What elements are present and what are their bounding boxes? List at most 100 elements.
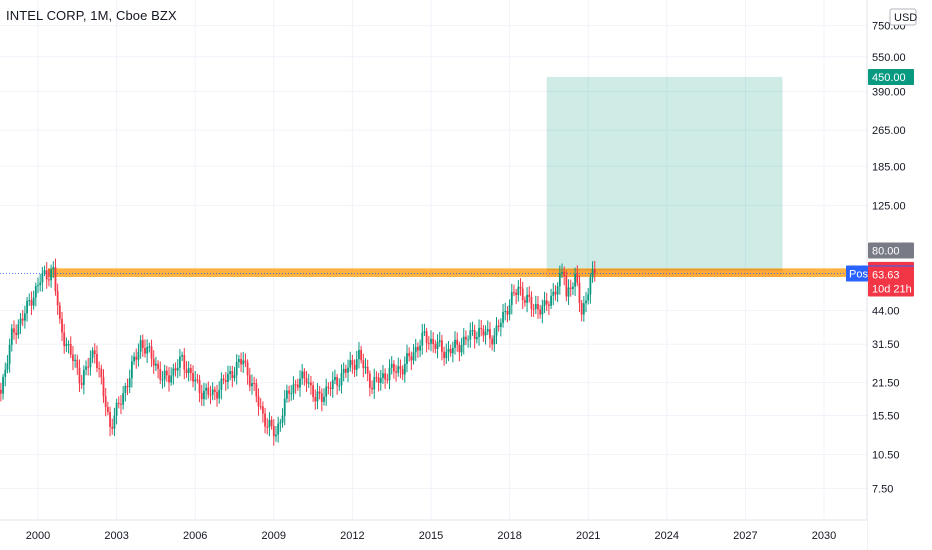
candle xyxy=(37,277,39,294)
candle xyxy=(543,291,546,313)
candle-body xyxy=(237,359,240,362)
candle-body xyxy=(417,347,419,351)
candle xyxy=(242,351,245,373)
candle-body xyxy=(469,330,472,340)
candle xyxy=(120,395,122,415)
candle-body xyxy=(539,309,542,315)
candle-body xyxy=(347,367,349,373)
candle xyxy=(135,348,138,369)
candle-body xyxy=(480,327,483,330)
candle-body xyxy=(366,366,369,374)
candle xyxy=(574,267,576,296)
candle-body xyxy=(576,273,579,283)
candle-body xyxy=(139,340,142,352)
candle-body xyxy=(578,282,581,304)
candle-body xyxy=(593,269,596,274)
candle xyxy=(115,398,118,425)
candle xyxy=(320,388,323,412)
candle xyxy=(589,273,592,304)
candle xyxy=(209,385,212,405)
price-label: 450.00 xyxy=(868,68,914,85)
candle-body xyxy=(13,328,15,333)
candle-body xyxy=(331,380,334,389)
candle-body xyxy=(48,279,50,281)
candle-body xyxy=(251,383,253,387)
candle-body xyxy=(537,304,539,310)
candle xyxy=(130,355,133,388)
candle xyxy=(292,376,295,400)
candle xyxy=(342,362,345,382)
candle-body xyxy=(458,344,461,353)
time-tick-label: 2015 xyxy=(419,530,443,542)
candle-body xyxy=(532,308,535,310)
candle-body xyxy=(113,415,116,429)
candle-body xyxy=(320,393,323,402)
candle xyxy=(561,263,563,278)
candle-body xyxy=(15,332,18,335)
candle-body xyxy=(519,286,522,289)
candle-body xyxy=(355,359,358,370)
candle xyxy=(541,299,544,324)
candle xyxy=(179,349,181,377)
price-label-value: 450.00 xyxy=(872,72,906,84)
candle xyxy=(244,353,247,368)
candle xyxy=(24,305,26,329)
candle xyxy=(325,378,328,406)
candle xyxy=(200,384,203,406)
candle xyxy=(499,318,502,337)
candle xyxy=(109,406,111,437)
candle-body xyxy=(454,339,456,348)
candle-body xyxy=(45,270,48,280)
candle xyxy=(41,266,44,292)
candle xyxy=(0,382,2,402)
candle-body xyxy=(371,387,373,390)
candle xyxy=(72,346,74,371)
candle-body xyxy=(26,300,28,314)
candle xyxy=(532,303,535,318)
candle xyxy=(181,351,183,362)
candle-body xyxy=(340,373,343,386)
candle xyxy=(412,344,415,365)
candle xyxy=(358,342,360,369)
candle-body xyxy=(198,379,201,394)
candle-body xyxy=(530,297,533,309)
candle xyxy=(471,321,474,336)
candle-body xyxy=(259,406,262,408)
candle xyxy=(360,345,363,364)
time-tick-label: 2012 xyxy=(340,530,364,542)
price-label-box xyxy=(868,68,914,85)
candle xyxy=(443,346,445,366)
candle-body xyxy=(502,311,504,323)
candle-body xyxy=(209,394,212,396)
candle xyxy=(556,282,559,303)
time-tick-label: 2009 xyxy=(262,530,286,542)
candle xyxy=(102,369,105,403)
candle-body xyxy=(104,396,107,408)
candle-body xyxy=(388,367,391,381)
price-tick-label: 185.00 xyxy=(872,161,906,173)
price-tick-label: 750.00 xyxy=(872,21,906,33)
candle xyxy=(211,382,214,401)
candle xyxy=(126,378,129,395)
candle xyxy=(286,384,288,403)
candle xyxy=(475,331,478,344)
candle-body xyxy=(281,415,284,423)
candle-body xyxy=(246,362,249,376)
candle xyxy=(30,291,33,315)
candle-body xyxy=(410,356,413,361)
candle xyxy=(165,365,168,382)
candle xyxy=(76,354,79,375)
candle-body xyxy=(54,267,57,292)
candle-body xyxy=(56,291,59,306)
candle-body xyxy=(74,359,77,362)
candle xyxy=(521,281,524,310)
candle-body xyxy=(122,393,125,405)
currency-badge[interactable]: USD xyxy=(889,8,917,26)
candle-body xyxy=(508,305,511,315)
candle xyxy=(161,371,164,389)
candle-body xyxy=(430,338,432,344)
candle-body xyxy=(534,304,537,309)
candle-body xyxy=(482,329,485,336)
